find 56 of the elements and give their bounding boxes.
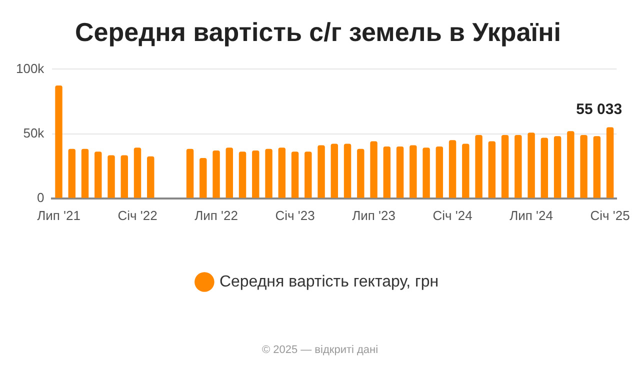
bar [68, 148, 76, 198]
y-tick-label: 50k [23, 125, 45, 140]
x-tick-label: Лип '22 [194, 208, 238, 223]
bar [462, 144, 470, 198]
bar [370, 141, 378, 198]
x-tick-label: Січ '22 [118, 208, 158, 223]
bar [120, 155, 128, 198]
bar [448, 140, 456, 198]
bar [554, 136, 562, 198]
bar [475, 134, 482, 198]
bar [186, 148, 194, 198]
bar [514, 134, 522, 198]
bar [238, 152, 246, 198]
bar [580, 134, 588, 198]
bar [567, 131, 574, 198]
bar [212, 150, 220, 198]
bar [488, 141, 496, 198]
bar [383, 146, 391, 198]
bar [252, 150, 260, 198]
bar [436, 146, 444, 198]
bar [606, 127, 614, 198]
bar [330, 144, 338, 198]
bar [291, 152, 299, 198]
x-tick-label: Лип '24 [510, 208, 553, 223]
bar [593, 136, 601, 198]
x-tick-label: Січ '25 [590, 208, 630, 223]
bar [55, 85, 62, 198]
bar [410, 145, 417, 198]
data-label: 55 033 [576, 100, 622, 118]
bar [304, 152, 312, 198]
y-tick-label: 100k [16, 60, 45, 76]
bar [134, 148, 142, 198]
bar [528, 132, 535, 198]
bar [357, 148, 364, 198]
x-tick-label: Лип '21 [37, 208, 80, 223]
bar [265, 148, 272, 198]
bar [94, 152, 102, 198]
bar [344, 144, 352, 198]
chart-title: Середня вартість с/г земель в Україні [74, 16, 562, 47]
bar [540, 138, 548, 198]
bar [147, 156, 154, 198]
text: © 2025 — відкриті дані [260, 344, 380, 356]
legend-label: Середня вартість гектару, грн [219, 273, 439, 290]
bar [278, 148, 286, 198]
y-tick-label: 0 [36, 190, 44, 205]
x-tick-label: Січ '24 [432, 208, 472, 223]
x-tick-label: Лип '23 [352, 208, 396, 223]
x-tick-label: Січ '23 [275, 208, 315, 223]
bar [108, 155, 115, 198]
bar [396, 146, 404, 198]
bar [200, 158, 207, 198]
bar [81, 148, 89, 198]
bar [422, 148, 430, 198]
bar [318, 145, 325, 198]
bar [226, 148, 234, 198]
bar [501, 134, 509, 198]
